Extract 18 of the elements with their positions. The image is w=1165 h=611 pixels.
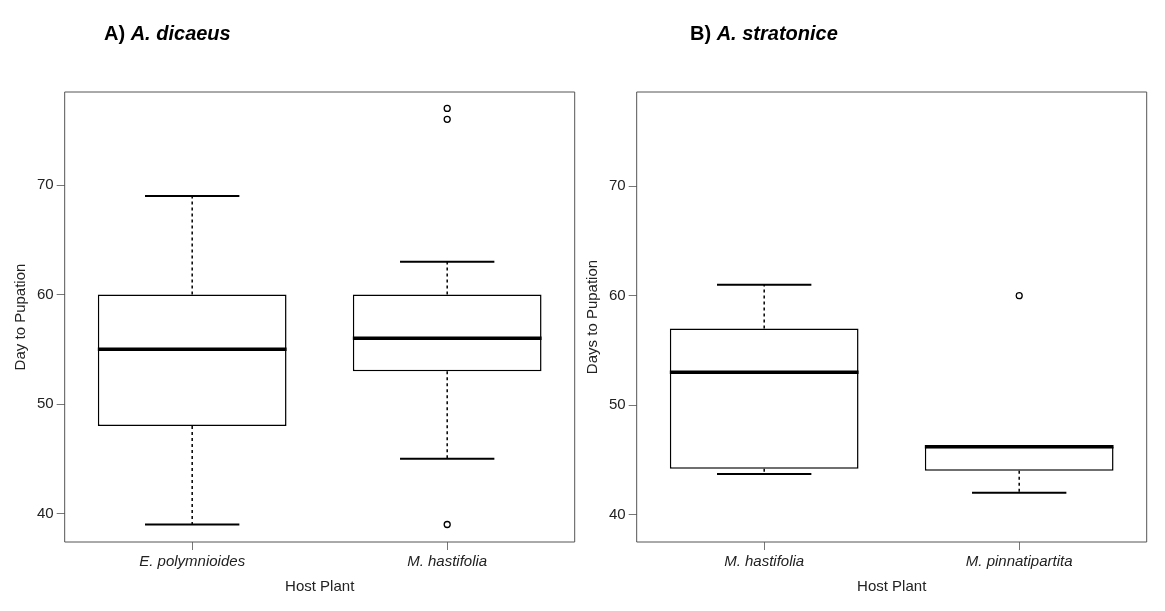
x-tick-label: E. polymnioides (139, 552, 246, 570)
y-tick-label: 70 (37, 175, 54, 193)
y-tick-label: 40 (609, 504, 626, 522)
y-tick-label: 50 (609, 395, 626, 413)
chart-title: B) A. stratonice (690, 22, 838, 44)
y-tick-label: 60 (37, 284, 54, 302)
x-tick-label: M. hastifolia (724, 552, 805, 570)
y-tick-label: 60 (609, 285, 626, 303)
x-axis-title: Host Plant (857, 577, 928, 595)
y-tick-label: 70 (609, 176, 626, 194)
chart-title: A) A. dicaeus (104, 22, 231, 44)
y-tick-label: 40 (37, 503, 54, 521)
y-axis-title: Days to Pupation (583, 259, 601, 375)
y-tick-label: 50 (37, 394, 54, 412)
x-tick-label: M. pinnatipartita (965, 552, 1073, 570)
x-axis-title: Host Plant (285, 577, 356, 595)
x-tick-label: M. hastifolia (407, 552, 488, 570)
y-axis-title: Day to Pupation (11, 263, 29, 371)
